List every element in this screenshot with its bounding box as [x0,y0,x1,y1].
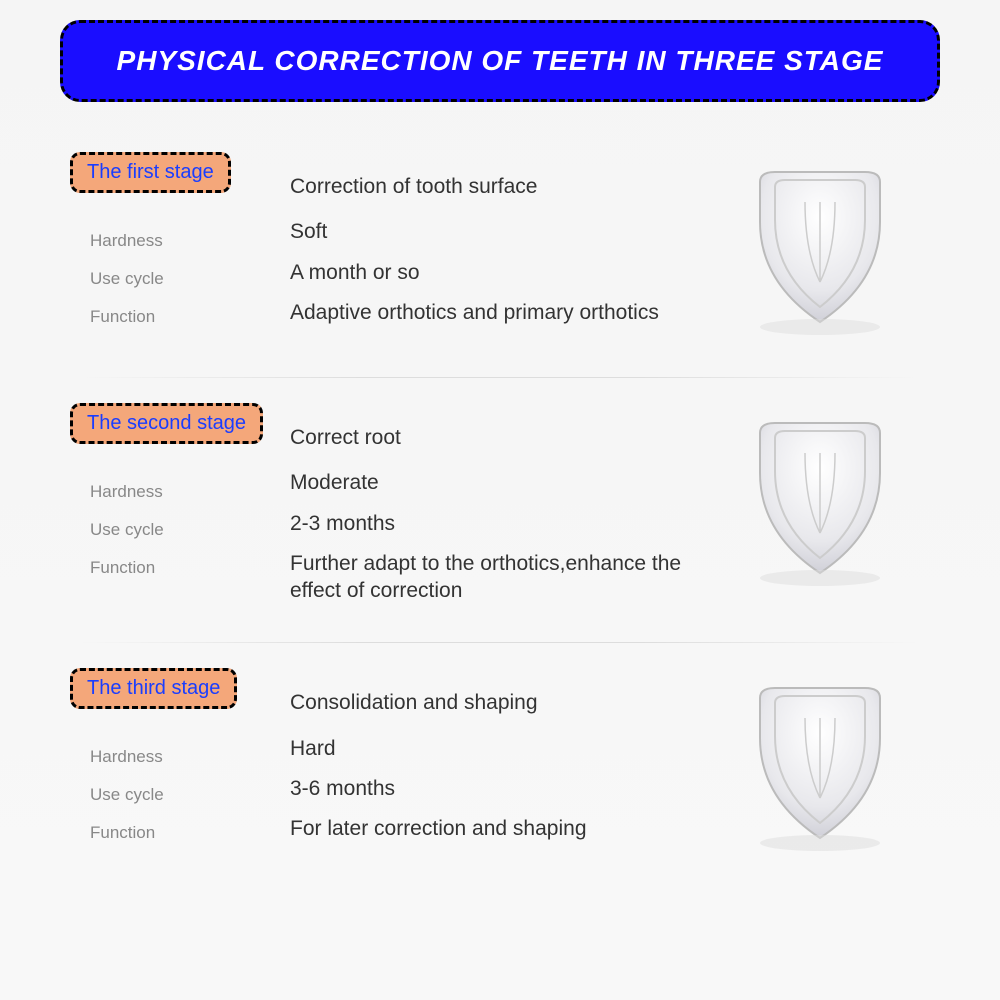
label-hardness: Hardness [90,482,270,502]
divider [80,642,920,643]
label-function: Function [90,823,270,843]
stage-description: Consolidation and shaping [290,689,690,716]
aligner-icon [720,403,920,603]
stage-description: Correction of tooth surface [290,173,690,200]
stage-left: The third stage Hardness Use cycle Funct… [70,668,270,861]
aligner-icon [720,152,920,352]
stage-middle: Correct root Moderate 2-3 months Further… [290,403,690,617]
stage-middle: Consolidation and shaping Hard 3-6 month… [290,668,690,855]
stage-image [710,403,930,603]
header-title: PHYSICAL CORRECTION OF TEETH IN THREE ST… [103,45,897,77]
stage-function: For later correction and shaping [290,815,690,842]
stage-image [710,152,930,352]
stage-hardness: Soft [290,218,690,245]
stage-badge: The first stage [70,152,231,193]
label-function: Function [90,307,270,327]
stage-block-2: The second stage Hardness Use cycle Func… [60,383,940,637]
stage-block-3: The third stage Hardness Use cycle Funct… [60,648,940,888]
stage-use-cycle: A month or so [290,259,690,286]
stage-use-cycle: 2-3 months [290,510,690,537]
stage-badge: The second stage [70,403,263,444]
label-function: Function [90,558,270,578]
label-hardness: Hardness [90,231,270,251]
stage-function: Further adapt to the orthotics,enhance t… [290,550,690,605]
stage-use-cycle: 3-6 months [290,775,690,802]
stage-left: The second stage Hardness Use cycle Func… [70,403,270,596]
stage-function: Adaptive orthotics and primary orthotics [290,299,690,326]
stage-block-1: The first stage Hardness Use cycle Funct… [60,132,940,372]
label-use-cycle: Use cycle [90,785,270,805]
divider [80,377,920,378]
aligner-icon [720,668,920,868]
label-use-cycle: Use cycle [90,520,270,540]
stage-left: The first stage Hardness Use cycle Funct… [70,152,270,345]
stage-middle: Correction of tooth surface Soft A month… [290,152,690,339]
stage-image [710,668,930,868]
label-use-cycle: Use cycle [90,269,270,289]
header-banner: PHYSICAL CORRECTION OF TEETH IN THREE ST… [60,20,940,102]
label-hardness: Hardness [90,747,270,767]
stage-hardness: Hard [290,735,690,762]
stage-badge: The third stage [70,668,237,709]
stage-hardness: Moderate [290,469,690,496]
stage-description: Correct root [290,424,690,451]
